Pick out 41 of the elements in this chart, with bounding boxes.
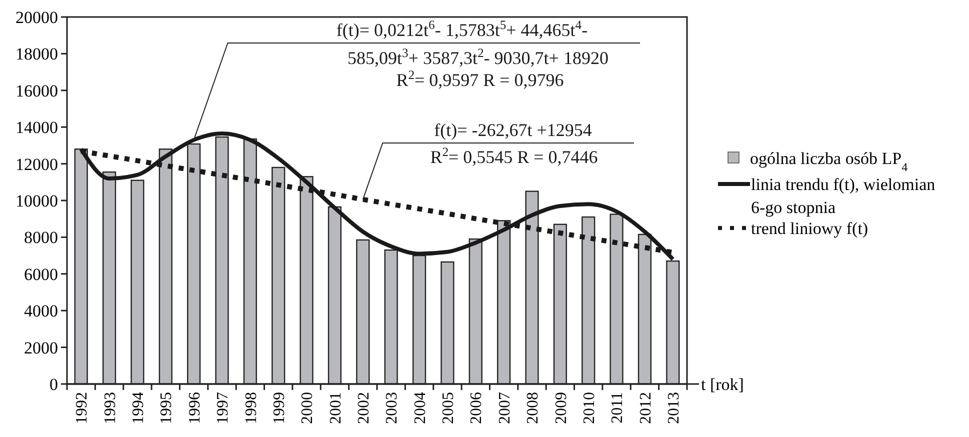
x-tick-label: 2012: [637, 392, 654, 424]
x-tick-label: 1995: [158, 392, 176, 424]
y-tick-label: 18000: [16, 44, 58, 64]
y-tick-label: 0: [50, 374, 58, 394]
x-tick-label: 2009: [552, 392, 570, 424]
x-tick-label: 1999: [270, 392, 288, 424]
y-tick-label: 8000: [24, 228, 58, 248]
x-tick-label: 2010: [580, 392, 598, 424]
x-tick-label: 2005: [440, 392, 458, 424]
annotation: f(t)= 0,0212t$^{6}$- 1,5783t$^{5}$+ 44,465t$^{4}$-: [336, 18, 588, 40]
y-tick-label: 4000: [24, 302, 58, 321]
x-tick-label: 2003: [384, 392, 401, 424]
annotation: R$^{2}$= 0,9597 R = 0,9796: [396, 68, 564, 90]
x-tick-label: 1997: [214, 392, 232, 424]
x-tick-label: 2000: [299, 392, 316, 424]
x-tick-label: 2002: [356, 392, 373, 424]
annotation: 585,09t$^{3}$+ 3587,3t$^{2}$- 9030,7t+ 18920: [348, 46, 608, 68]
x-tick-label: 2007: [496, 392, 514, 424]
x-tick-label: 2008: [524, 392, 542, 424]
x-tick-label: 2001: [327, 392, 344, 424]
legend-label: ogólna liczba osób LP$_{4}$: [750, 148, 908, 174]
y-tick-label: 2000: [24, 338, 58, 358]
annotation: f(t)= -262,67t +12954: [434, 120, 592, 140]
x-tick-label: 1996: [186, 392, 204, 424]
legend-label: trend liniowy f(t): [751, 218, 868, 238]
x-tick-label: 2013: [666, 392, 683, 424]
x-tick-label: 2004: [412, 392, 429, 424]
x-tick-label: 1992: [74, 392, 91, 424]
y-tick-label: 10000: [16, 191, 58, 210]
annotation: R$^{2}$= 0,5545 R = 0,7446: [430, 145, 598, 167]
y-tick-label: 12000: [16, 154, 58, 174]
y-tick-label: 20000: [16, 8, 58, 27]
x-tick-label: 1994: [130, 392, 148, 424]
x-tick-label: 2006: [468, 392, 486, 424]
y-tick-label: 6000: [24, 264, 58, 284]
y-tick-label: 16000: [16, 81, 58, 100]
x-axis-title: t [rok]: [701, 374, 744, 394]
x-tick-label: 1993: [102, 392, 119, 424]
y-tick-label: 14000: [16, 118, 58, 138]
x-tick-label: 2011: [609, 392, 626, 424]
x-tick-label: 1998: [242, 392, 260, 424]
